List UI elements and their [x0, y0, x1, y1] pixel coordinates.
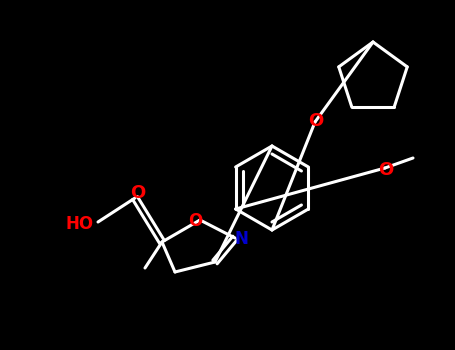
Text: O: O: [308, 112, 324, 130]
Text: O: O: [188, 212, 202, 230]
Text: N: N: [234, 230, 248, 248]
Text: O: O: [379, 161, 394, 179]
Text: HO: HO: [66, 215, 94, 233]
Text: O: O: [131, 184, 146, 202]
